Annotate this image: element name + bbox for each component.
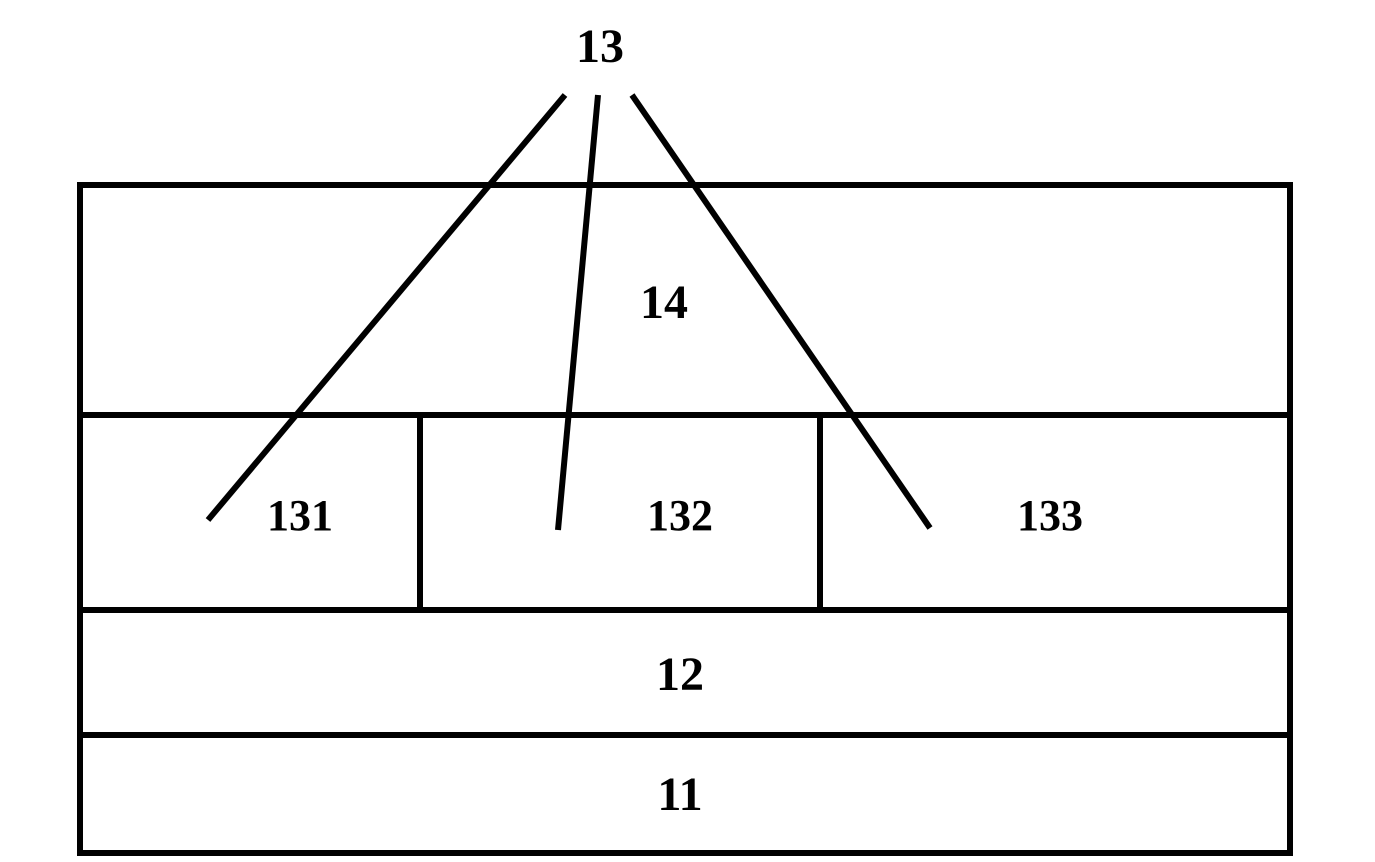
label-14: 14 (640, 276, 688, 329)
layer-diagram: 13 14 131 132 133 12 11 (0, 0, 1375, 862)
label-132: 132 (647, 491, 713, 540)
label-133: 133 (1017, 491, 1083, 540)
label-12: 12 (656, 648, 704, 701)
label-13: 13 (576, 20, 624, 73)
label-131: 131 (267, 491, 333, 540)
label-11: 11 (657, 768, 702, 821)
